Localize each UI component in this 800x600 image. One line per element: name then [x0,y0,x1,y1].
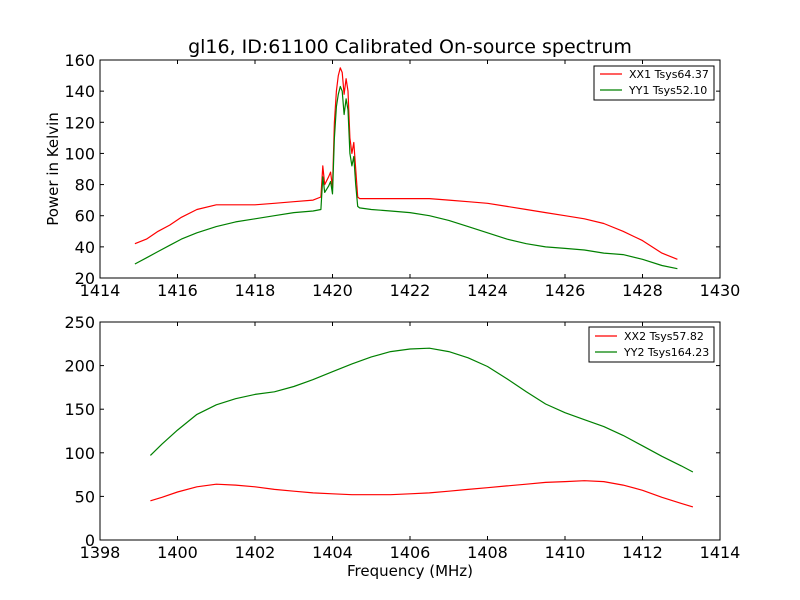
y-tick-label: 120 [64,113,95,132]
series-line-yy [149,347,694,473]
x-tick-label: 1410 [545,543,586,562]
bottom-spectrum-chart: Frequency (MHz) XX2 Tsys57.82 YY2 Tsys16… [64,313,740,580]
x-tick-label: 1402 [235,543,276,562]
x-tick-label: 1400 [157,543,198,562]
y-tick-label: 250 [64,313,95,332]
series-line-xx [150,480,694,508]
x-tick-label: 1408 [467,543,508,562]
x-tick-label: 1430 [700,281,741,300]
y-tick-label: 80 [75,176,95,195]
y-tick-label: 40 [75,238,95,257]
x-tick-label: 1398 [80,543,121,562]
legend: XX1 Tsys64.37 YY1 Tsys52.10 [593,65,715,101]
top-spectrum-chart: gl16, ID:61100 Calibrated On-source spec… [44,36,740,300]
x-tick-label: 1406 [390,543,431,562]
x-tick-label: 1412 [622,543,663,562]
x-tick-label: 1404 [312,543,353,562]
legend-label-xx2: XX2 Tsys57.82 [624,330,704,343]
x-tick-label: 1428 [622,281,663,300]
y-tick-label: 100 [64,444,95,463]
x-tick-label: 1420 [312,281,353,300]
y-tick-label: 100 [64,144,95,163]
legend-label-yy2: YY2 Tsys164.23 [623,346,709,359]
series-line-xx [134,67,678,260]
x-tick-label: 1426 [545,281,586,300]
x-tick-label: 1418 [235,281,276,300]
x-axis-label: Frequency (MHz) [347,562,473,580]
y-tick-label: 160 [64,51,95,70]
x-tick-label: 1424 [467,281,508,300]
x-tick-label: 1422 [390,281,431,300]
y-tick-label: 200 [64,357,95,376]
legend: XX2 Tsys57.82 YY2 Tsys164.23 [588,326,715,363]
plot-area [149,347,694,508]
legend-box [588,326,715,363]
y-tick-label: 150 [64,400,95,419]
legend-label-xx1: XX1 Tsys64.37 [629,68,709,81]
y-tick-label: 20 [75,269,95,288]
x-tick-label: 1414 [80,281,121,300]
series-line-yy [134,85,678,270]
y-axis-label: Power in Kelvin [44,112,62,226]
y-tick-label: 140 [64,82,95,101]
chart-title: gl16, ID:61100 Calibrated On-source spec… [188,36,632,58]
plot-area [134,67,678,270]
y-tick-label: 0 [85,531,95,550]
x-tick-label: 1414 [700,543,741,562]
y-tick-label: 50 [75,487,95,506]
legend-label-yy1: YY1 Tsys52.10 [628,84,707,97]
legend-box [593,65,715,101]
y-tick-label: 60 [75,207,95,226]
x-tick-label: 1416 [157,281,198,300]
